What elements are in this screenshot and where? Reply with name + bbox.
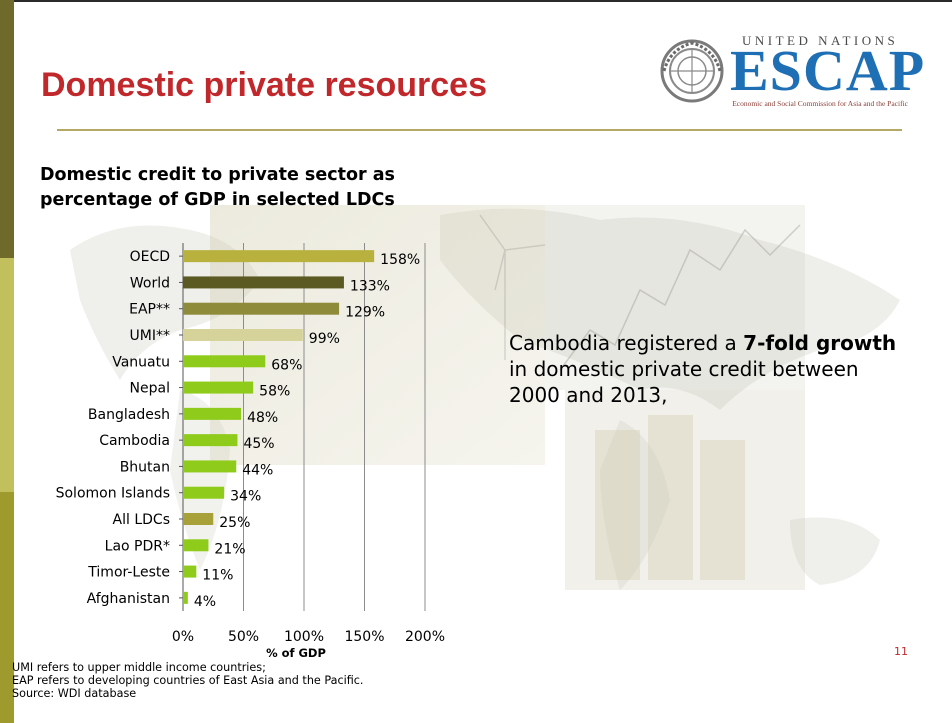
- bar: [183, 434, 238, 447]
- value-label: 44%: [242, 462, 273, 478]
- footnote-eap: EAP refers to developing countries of Ea…: [12, 674, 364, 687]
- value-label: 21%: [214, 541, 245, 557]
- chart-title: Domestic credit to private sector as per…: [40, 163, 395, 213]
- escap-logo: UNITED NATIONS ESCAP Economic and Social…: [660, 33, 924, 113]
- logo-org-full: Economic and Social Commission for Asia …: [732, 99, 908, 108]
- bar: [183, 276, 344, 289]
- category-label: UMI**: [130, 328, 170, 344]
- category-label: Solomon Islands: [56, 486, 170, 502]
- callout-bold: 7-fold growth: [743, 331, 897, 355]
- callout-suffix: in domestic private credit between 2000 …: [509, 357, 859, 407]
- value-label: 99%: [309, 331, 340, 347]
- x-tick-label: 0%: [172, 629, 194, 645]
- bar: [183, 381, 254, 394]
- category-label: Cambodia: [99, 433, 170, 449]
- bar: [183, 591, 188, 604]
- bar: [183, 486, 225, 499]
- x-tick-label: 100%: [284, 629, 324, 645]
- callout-prefix: Cambodia registered a: [509, 331, 744, 355]
- category-label: All LDCs: [113, 512, 170, 528]
- bar: [183, 565, 197, 578]
- footnote-source: Source: WDI database: [12, 687, 137, 700]
- footnotes: UMI refers to upper middle income countr…: [12, 661, 363, 700]
- value-label: 11%: [202, 568, 233, 584]
- category-label: Afghanistan: [87, 591, 170, 607]
- value-label: 158%: [380, 252, 420, 268]
- value-label: 25%: [219, 515, 250, 531]
- bar: [183, 407, 242, 420]
- x-tick-label: 50%: [228, 629, 259, 645]
- category-label: Vanuatu: [112, 354, 170, 370]
- x-axis-title: % of GDP: [266, 646, 326, 660]
- value-label: 58%: [259, 384, 290, 400]
- chart-title-line2: percentage of GDP in selected LDCs: [40, 190, 395, 210]
- bar: [183, 513, 214, 525]
- value-label: 48%: [247, 410, 278, 426]
- category-label: Bangladesh: [88, 407, 170, 423]
- value-label: 129%: [345, 305, 385, 321]
- category-label: Lao PDR*: [105, 538, 170, 554]
- left-accent-stripe: [0, 0, 14, 723]
- bar: [183, 250, 375, 263]
- value-label: 68%: [271, 357, 302, 373]
- bar: [183, 539, 209, 552]
- category-label: Nepal: [130, 381, 170, 397]
- bar: [183, 302, 340, 315]
- category-label: OECD: [130, 249, 170, 265]
- callout-text: Cambodia registered a 7-fold growth in d…: [509, 330, 909, 408]
- value-label: 4%: [194, 594, 216, 610]
- bar: [183, 355, 266, 368]
- x-tick-label: 200%: [405, 629, 445, 645]
- title-underline: [57, 129, 902, 131]
- page-number: 11: [894, 645, 908, 658]
- footnote-umi: UMI refers to upper middle income countr…: [12, 661, 266, 674]
- bar: [183, 460, 237, 473]
- un-emblem-icon: [660, 39, 724, 103]
- logo-org-name: ESCAP: [730, 38, 926, 103]
- bar: [183, 329, 303, 341]
- category-label: Timor-Leste: [87, 565, 170, 581]
- logo-org-top: UNITED NATIONS: [742, 33, 899, 48]
- x-tick-label: 150%: [344, 629, 384, 645]
- category-label: Bhutan: [120, 459, 170, 475]
- category-label: World: [130, 275, 170, 291]
- chart-title-line1: Domestic credit to private sector as: [40, 165, 395, 185]
- value-label: 133%: [350, 278, 390, 294]
- value-label: 45%: [243, 436, 274, 452]
- slide-title: Domestic private resources: [41, 66, 487, 104]
- category-label: EAP**: [129, 302, 170, 318]
- value-label: 34%: [230, 489, 261, 505]
- top-border: [14, 0, 952, 2]
